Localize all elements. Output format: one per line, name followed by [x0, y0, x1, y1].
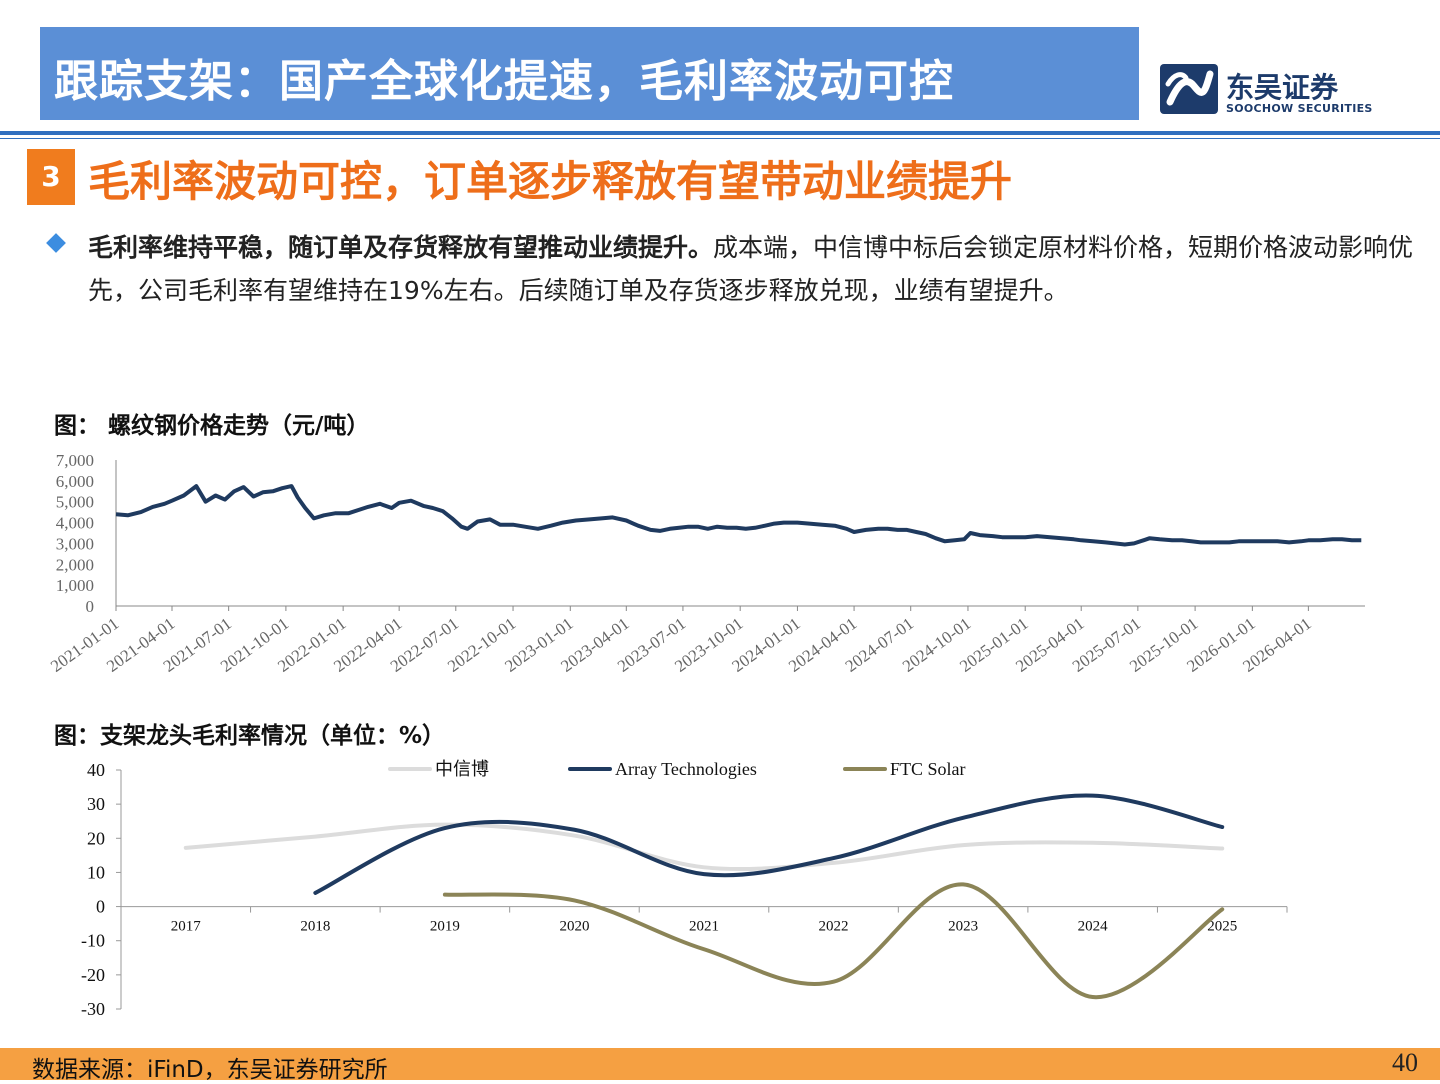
legend-label: FTC Solar: [890, 759, 966, 779]
legend-label: Array Technologies: [615, 759, 757, 779]
y-tick-label: -10: [81, 931, 105, 951]
series-line-0: [183, 822, 1225, 872]
x-tick-label: 2023: [948, 919, 978, 935]
page-title: 跟踪支架：国产全球化提速，毛利率波动可控: [54, 56, 954, 107]
series-line-2: [442, 882, 1225, 1000]
footer-bar: 数据来源：iFinD，东吴证券研究所 40: [0, 1048, 1440, 1083]
x-tick-label: 2017: [171, 919, 202, 935]
y-tick-label: -30: [81, 999, 105, 1019]
y-tick-label: 0: [96, 897, 105, 917]
y-tick-label: 2,000: [56, 555, 94, 574]
y-tick-label: 7,000: [56, 451, 94, 470]
y-tick-label: 0: [86, 597, 95, 616]
chart1-title: 图： 螺纹钢价格走势（元/吨）: [54, 413, 370, 439]
y-tick-label: 40: [87, 760, 105, 780]
header-bar: 跟踪支架：国产全球化提速，毛利率波动可控: [40, 27, 1139, 120]
data-source: 数据来源：iFinD，东吴证券研究所: [32, 1057, 388, 1083]
logo-name-cn: 东吴证券: [1226, 71, 1339, 104]
section-number: 3: [27, 149, 75, 205]
summary-bold: 毛利率维持平稳，随订单及存货释放有望推动业绩提升。: [88, 233, 714, 262]
y-tick-label: 6,000: [56, 472, 94, 491]
y-tick-label: 30: [87, 794, 105, 814]
gross-margin-chart: -30 -20 -10 0 10 20 30 40 2017 2018 2019 2020 2021 20…: [81, 759, 1288, 1019]
series-line-1: [313, 793, 1225, 895]
y-tick-label: 4,000: [56, 514, 94, 533]
x-tick-label: 2024: [1078, 919, 1109, 935]
header-rule: [0, 131, 1440, 135]
page-number: 40: [1392, 1048, 1418, 1077]
y-tick-label: 20: [87, 828, 105, 848]
logo-name-en: SOOCHOW SECURITIES: [1226, 102, 1373, 115]
section-title: 毛利率波动可控，订单逐步释放有望带动业绩提升: [88, 157, 1013, 206]
rebar-price-chart: 01,0002,0003,0004,0005,0006,0007,0002021…: [47, 451, 1365, 676]
x-tick-label: 2022: [819, 919, 849, 935]
summary-text: 成本端，中信博中标后会锁定原材料价格，短期价格波动影响优先，公司毛利率有望维持在…: [88, 233, 1414, 305]
legend-label: 中信博: [435, 759, 489, 779]
y-tick-label: 3,000: [56, 534, 94, 553]
x-tick-label: 2018: [300, 919, 330, 935]
x-tick-label: 2019: [430, 919, 460, 935]
y-tick-label: 1,000: [56, 576, 94, 595]
x-tick-label: 2021: [689, 919, 719, 935]
chart2-title: 图：支架龙头毛利率情况（单位：%）: [54, 723, 446, 749]
x-tick-label: 2025: [1207, 919, 1237, 935]
logo: 东吴证券 SOOCHOW SECURITIES: [1160, 64, 1375, 120]
x-tick-label: 2020: [559, 919, 589, 935]
y-tick-label: 5,000: [56, 493, 94, 512]
soochow-logo-icon: [1160, 64, 1218, 114]
y-tick-label: 10: [87, 862, 105, 882]
bullet-diamond-icon: [46, 233, 66, 253]
y-tick-label: -20: [81, 965, 105, 985]
rebar-price-line: [115, 484, 1362, 547]
header-rule-thin: [0, 138, 1440, 139]
summary-paragraph: 毛利率维持平稳，随订单及存货释放有望推动业绩提升。成本端，中信博中标后会锁定原材…: [88, 226, 1418, 312]
